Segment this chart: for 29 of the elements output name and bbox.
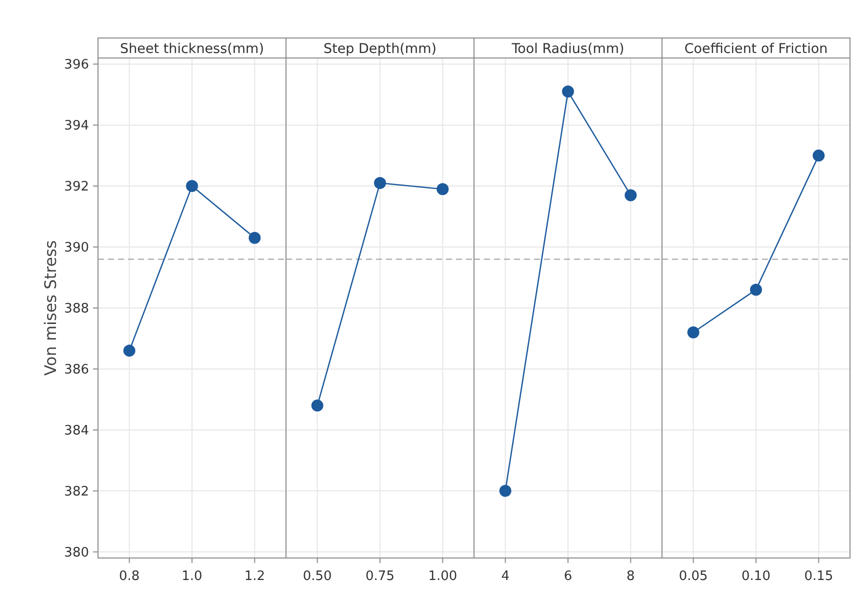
- x-tick-label: 8: [626, 569, 635, 584]
- x-tick-label: 6: [564, 569, 572, 584]
- x-tick-label: 0.50: [302, 569, 332, 584]
- x-tick-label: 1.0: [182, 569, 202, 584]
- x-tick-label: 0.75: [366, 569, 394, 584]
- chart-title: Sheet thickness(mm): [120, 41, 264, 57]
- y-axis-title: Von mises Stress: [41, 240, 60, 376]
- y-tick-label: 386: [64, 362, 89, 378]
- x-tick-label: 1.00: [428, 569, 458, 584]
- y-tick-label: 392: [64, 180, 89, 195]
- x-tick-label: 0.15: [804, 569, 834, 584]
- y-tick-label: 390: [64, 240, 89, 256]
- x-tick-label: 1.2: [244, 569, 266, 584]
- chart-title: Step Depth(mm): [324, 41, 436, 57]
- y-tick-label: 396: [64, 58, 89, 73]
- x-tick-label: 0.8: [118, 569, 140, 584]
- y-tick-label: 382: [64, 484, 89, 500]
- y-tick-label: 384: [64, 423, 89, 438]
- x-tick-label: 0.10: [742, 569, 770, 584]
- x-tick-label: 0.05: [678, 569, 708, 584]
- chart-title: Tool Radius(mm): [510, 41, 624, 57]
- point: [123, 344, 136, 357]
- y-tick-label: 388: [64, 302, 89, 316]
- y-tick-label: 380: [64, 545, 89, 560]
- point: [248, 232, 261, 244]
- chart-title: Coefficient of Friction: [684, 41, 828, 57]
- point: [186, 180, 198, 192]
- x-tick-label: 4: [501, 569, 510, 584]
- y-tick-label: 394: [64, 118, 89, 134]
